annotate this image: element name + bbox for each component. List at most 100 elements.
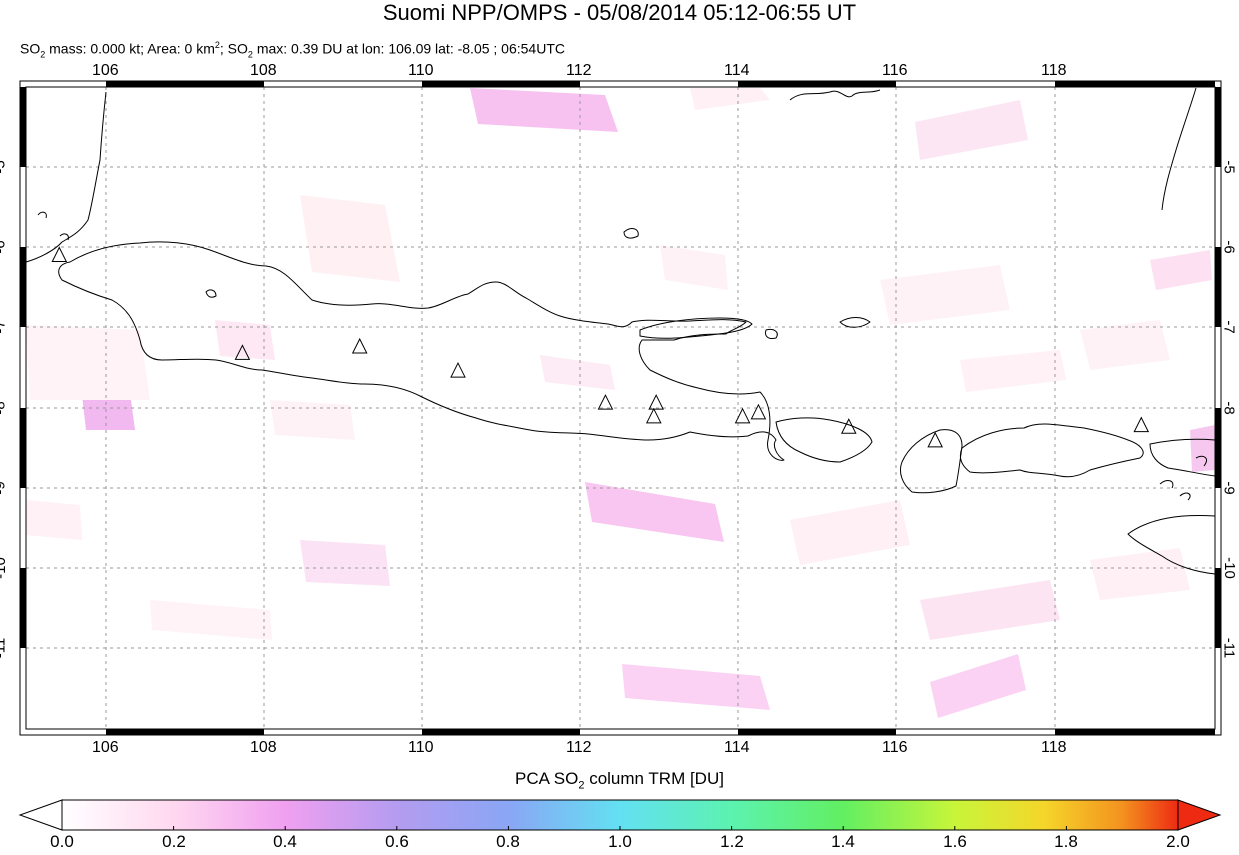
so2-pixel [1150,250,1212,290]
top-bar-110-112 [422,81,580,87]
lon-tick-top-110: 110 [408,62,434,79]
lat-tick-left-minus10: -10 [0,557,9,579]
lon-tick-top-108: 108 [250,62,277,79]
sumbawa-coast [959,423,1144,478]
so2-pixel [790,500,910,565]
lon-tick-top-106: 106 [92,62,119,79]
lon-tick-top-114: 114 [724,62,750,79]
java-coast [58,241,785,461]
so2-pixel [622,664,770,710]
bottom-bar-118-120 [1055,729,1215,735]
triangle-icon [927,431,943,448]
colorbar-title: PCA SO2 column TRM [DU] [0,768,1239,796]
bottom-bar-110-112 [422,729,580,735]
lat-tick-right-minus9: -9 [1220,481,1238,495]
triangle-icon [1133,416,1150,433]
colorbar-tick-marks [173,826,1067,830]
so2-pixel [300,540,390,586]
colorbar-label-4: 0.8 [496,832,520,851]
subscript-2b: 2 [247,49,253,60]
kangean-islands [765,317,871,339]
superscript-2: 2 [214,40,220,50]
colorbar-gradient [61,799,1179,831]
summary-text-1: SO [20,40,41,57]
map-title: Suomi NPP/OMPS - 05/08/2014 05:12-06:55 … [382,0,857,25]
triangle-icon [234,344,251,360]
lon-tick-bottom-108: 108 [250,739,277,756]
left-bar-10-11 [20,568,26,648]
left-bar-8-9 [20,408,26,488]
right-bar-10-11 [1215,568,1221,648]
kalimantan-coast [789,87,1197,211]
colorbar-title-a: PCA SO [515,769,579,788]
so2-pixels [26,88,1215,718]
lon-tick-top-112: 112 [566,62,592,79]
triangle-icon [750,403,767,420]
so2-pixel [690,88,770,110]
right-bar-6-7 [1215,247,1221,327]
sumba-coast [1127,515,1216,575]
colorbar-label-7: 1.4 [831,832,855,851]
lon-tick-bottom-116: 116 [882,739,908,756]
so2-pixel [1190,425,1215,472]
so2-pixel [960,350,1066,392]
lat-tick-right-minus6: -6 [1220,240,1238,254]
frame-border-bars [20,81,1221,735]
triangle-icon [351,337,368,354]
triangle-icon [450,361,466,378]
graticule [26,87,1215,729]
colorbar-title-sub: 2 [578,779,585,792]
so2-pixel [150,600,272,640]
lombok-coast [899,429,963,494]
lon-tick-top-118: 118 [1041,62,1067,79]
lon-tick-bottom-114: 114 [724,739,750,756]
so2-pixel [300,195,400,282]
left-bar-6-7 [20,247,26,327]
triangle-icon [648,394,664,410]
so2-pixel [930,654,1026,718]
outer-frame [19,80,1222,736]
colorbar-title-b: column TRM [DU] [584,769,724,788]
seribu-islands [37,211,69,241]
triangle-icon [840,418,857,434]
triangle-icon [734,407,751,424]
so2-pixel [880,265,1010,325]
so2-pixel [585,482,724,542]
coastlines [25,87,1216,575]
colorbar-label-2: 0.4 [273,832,297,851]
summary-text-2: mass: 0.000 kt; Area: 0 km [45,40,215,57]
flores-coast [1149,438,1216,477]
volcano-markers [51,246,1150,448]
top-bar-114-116 [738,81,896,87]
so2-pixel [470,88,618,132]
top-bar-106-108 [106,81,264,87]
madura-coast [639,317,753,339]
lon-tick-top-116: 116 [882,62,908,79]
right-bar-8-9 [1215,408,1221,488]
so2-pixel [920,580,1060,640]
top-bar-118-120 [1055,81,1215,87]
so2-pixel [26,325,150,400]
subscript-2: 2 [40,49,46,60]
colorbar-label-10: 2.0 [1166,832,1190,851]
lat-tick-left-minus11: -11 [0,637,9,659]
colorbar-label-6: 1.2 [720,832,744,851]
bawean-islet [205,289,217,298]
bottom-bar-114-116 [738,729,896,735]
so2-summary: SO2 mass: 0.000 kt; Area: 0 km2; SO2 max… [20,36,565,63]
colorbar-label-1: 0.2 [162,832,186,851]
triangle-icon [645,407,662,424]
lat-tick-left-minus5: -5 [0,160,9,174]
so2-pixel [215,320,275,360]
lon-tick-bottom-118: 118 [1041,739,1067,756]
so2-pixel [82,393,135,430]
right-bar-4-5 [1215,87,1221,167]
summary-text-3: ; SO [219,40,248,57]
lat-tick-left-minus8: -8 [0,401,9,415]
so2-pixel [270,400,355,440]
colorbar-high-arrow [1177,799,1222,831]
triangle-icon [597,394,614,410]
lat-tick-right-minus7: -7 [1220,320,1238,334]
colorbar-label-0: 0.0 [50,832,74,851]
